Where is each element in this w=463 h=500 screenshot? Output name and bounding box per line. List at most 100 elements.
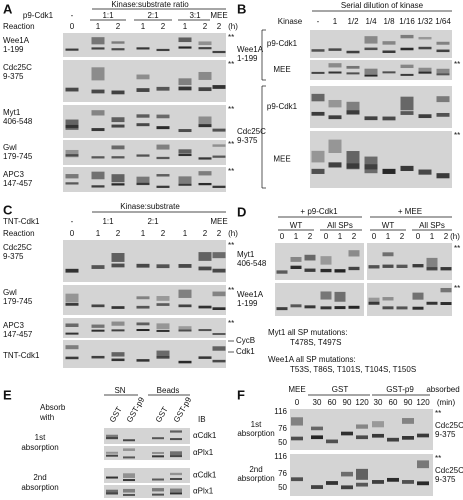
band xyxy=(382,71,396,74)
band xyxy=(364,116,378,121)
band xyxy=(356,424,368,429)
band xyxy=(418,36,432,40)
band xyxy=(136,47,150,50)
band xyxy=(111,358,125,362)
band xyxy=(91,265,105,269)
band xyxy=(311,168,325,174)
band xyxy=(341,471,353,477)
band xyxy=(368,301,380,305)
band xyxy=(320,256,332,265)
band xyxy=(178,46,192,49)
band xyxy=(356,482,368,487)
band xyxy=(136,88,150,92)
label: 406-548 xyxy=(237,259,267,268)
band xyxy=(426,301,438,305)
label: - xyxy=(71,217,74,226)
label: Myt1 all SP mutations: xyxy=(268,328,347,337)
label: 1 xyxy=(183,22,188,31)
band xyxy=(111,174,125,183)
band xyxy=(91,304,105,308)
band xyxy=(212,252,226,259)
blot xyxy=(63,105,226,138)
label: p9-Cdk1 xyxy=(267,102,298,111)
label: Cdc25C xyxy=(3,243,32,252)
band xyxy=(328,115,342,120)
label: 50 xyxy=(278,483,287,492)
label: 1:1 xyxy=(102,11,114,20)
band xyxy=(387,477,399,482)
label: 116 xyxy=(274,452,287,461)
band xyxy=(170,455,182,458)
column-label: GST xyxy=(108,405,124,424)
label: 30 xyxy=(313,398,322,407)
label: ** xyxy=(454,244,460,253)
label: All SPs xyxy=(419,221,445,230)
label: ** xyxy=(228,60,234,69)
band xyxy=(436,68,450,74)
label: 1 xyxy=(294,232,299,241)
label: 1-199 xyxy=(237,54,258,63)
label: absorption xyxy=(237,429,274,438)
band xyxy=(291,477,303,482)
label: 2 xyxy=(352,232,357,241)
band xyxy=(152,488,164,492)
band xyxy=(418,46,432,50)
band xyxy=(111,329,125,332)
band xyxy=(364,47,378,51)
band xyxy=(136,329,150,332)
label: (h) xyxy=(450,232,460,241)
label: 147-457 xyxy=(3,179,33,188)
label: (h) xyxy=(228,229,238,238)
label: 1st xyxy=(251,420,262,429)
blot xyxy=(367,283,452,316)
label: ** xyxy=(228,105,234,114)
label: 2 xyxy=(161,22,166,31)
label: T53S, T86S, T101S, T104S, T150S xyxy=(290,365,416,374)
band xyxy=(436,41,450,45)
band xyxy=(178,78,192,86)
label: 0 xyxy=(280,232,285,241)
band xyxy=(65,154,79,157)
band xyxy=(382,168,396,174)
label: 147-457 xyxy=(3,330,33,339)
band xyxy=(320,291,332,300)
band xyxy=(65,293,79,303)
band xyxy=(328,139,342,154)
label: with xyxy=(39,413,54,422)
blot xyxy=(63,60,226,102)
band xyxy=(382,264,394,268)
band xyxy=(328,99,342,108)
band xyxy=(328,71,342,74)
band xyxy=(111,352,125,357)
band xyxy=(418,67,432,73)
band xyxy=(290,256,302,262)
band xyxy=(348,250,360,257)
label: 0 xyxy=(295,398,300,407)
band xyxy=(400,64,414,69)
band xyxy=(65,48,79,51)
band xyxy=(341,485,353,490)
band xyxy=(372,480,384,484)
band xyxy=(106,454,118,457)
band xyxy=(156,174,170,177)
band xyxy=(111,263,125,268)
label: Beads xyxy=(157,386,180,395)
label: ** xyxy=(228,167,234,176)
band xyxy=(91,67,105,81)
label: p9-Cdk1 xyxy=(23,11,54,20)
band xyxy=(136,305,150,309)
label: Reaction xyxy=(3,229,35,238)
band xyxy=(417,481,429,486)
label: APC3 xyxy=(3,321,24,330)
band xyxy=(178,329,192,332)
band xyxy=(291,436,303,441)
band xyxy=(436,73,450,76)
band xyxy=(91,355,105,359)
label: ** xyxy=(228,319,234,328)
label: - xyxy=(71,11,74,20)
label: 2nd xyxy=(249,465,262,474)
band xyxy=(400,96,414,111)
band xyxy=(123,456,135,459)
band xyxy=(136,74,150,80)
